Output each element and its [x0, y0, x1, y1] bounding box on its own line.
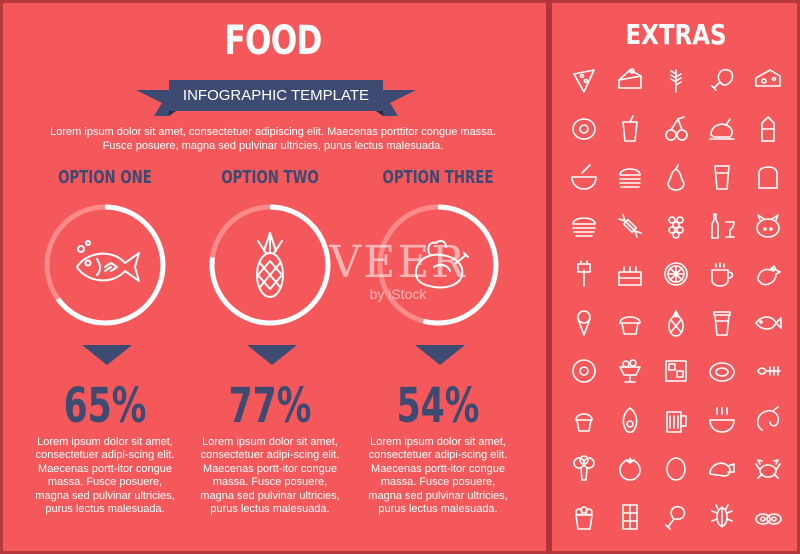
option-one-pointer — [82, 345, 132, 365]
option-one-percent: 65% — [63, 378, 147, 434]
egg-icon — [568, 113, 600, 145]
option-three-description: Lorem ipsum dolor sit amet, consectetuer… — [368, 436, 508, 516]
pear-icon — [660, 161, 692, 193]
candy-icon — [614, 210, 646, 242]
option-two-ring — [209, 204, 331, 326]
fish-icon — [76, 240, 140, 282]
cheese-icon — [752, 64, 784, 96]
burger-icon — [614, 161, 646, 193]
cherry-icon — [660, 113, 692, 145]
coffee-cup-icon — [706, 258, 738, 290]
option-two-pointer — [247, 345, 297, 365]
drumstick-icon — [660, 501, 692, 533]
beer-mug-icon — [660, 404, 692, 436]
pizza-icon — [568, 64, 600, 96]
intro-text: Lorem ipsum dolor sit amet, consectetuer… — [50, 126, 496, 152]
chocolate-icon — [614, 501, 646, 533]
option-three-percent: 54% — [396, 378, 480, 434]
takeaway-cup-icon — [706, 307, 738, 339]
option-three-title: OPTION THREE — [382, 167, 494, 188]
juice-glass-icon — [706, 161, 738, 193]
option-one-ring — [44, 204, 166, 326]
avocado-icon — [614, 404, 646, 436]
roast-turkey-icon — [706, 113, 738, 145]
subtitle-ribbon: INFOGRAPHIC TEMPLATE — [136, 80, 416, 116]
shell-icon — [706, 452, 738, 484]
egg-whole-icon — [660, 452, 692, 484]
option-two-description: Lorem ipsum dolor sit amet, consectetuer… — [200, 436, 340, 516]
bread-icon — [752, 161, 784, 193]
soup-bowl-icon — [568, 161, 600, 193]
fish-bone-icon — [752, 355, 784, 387]
ice-cubes-icon — [660, 355, 692, 387]
cake-slice-icon — [614, 64, 646, 96]
extras-title: EXTRAS — [625, 18, 727, 51]
crab-icon — [752, 452, 784, 484]
soda-cup-icon — [614, 113, 646, 145]
ham-icon — [706, 64, 738, 96]
donut-icon — [568, 355, 600, 387]
stew-bowl-icon — [706, 404, 738, 436]
shrimp-icon — [752, 404, 784, 436]
sandwich-icon — [568, 210, 600, 242]
cupcake-icon — [614, 307, 646, 339]
fish-small-icon — [752, 307, 784, 339]
milk-carton-icon — [752, 113, 784, 145]
ice-cream-icon — [568, 307, 600, 339]
roast-chicken-icon — [415, 239, 469, 289]
sundae-icon — [614, 355, 646, 387]
extras-panel: EXTRAS — [552, 0, 800, 554]
page-title: FOOD — [224, 18, 322, 64]
hen-icon — [752, 258, 784, 290]
popcorn-icon — [568, 501, 600, 533]
broccoli-icon — [568, 452, 600, 484]
lobster-icon — [706, 501, 738, 533]
sushi-icon — [752, 501, 784, 533]
option-two-title: OPTION TWO — [221, 167, 319, 188]
pineapple-small-icon — [660, 307, 692, 339]
wine-icon — [706, 210, 738, 242]
sausage-fork-icon — [568, 258, 600, 290]
citrus-slice-icon — [660, 258, 692, 290]
muffin-icon — [568, 404, 600, 436]
steak-icon — [706, 355, 738, 387]
tomato-icon — [614, 452, 646, 484]
subtitle-text: INFOGRAPHIC TEMPLATE — [182, 87, 370, 104]
grapes-icon — [660, 210, 692, 242]
wheat-icon — [660, 64, 692, 96]
pig-icon — [752, 210, 784, 242]
option-three-pointer — [415, 345, 465, 365]
option-two-percent: 77% — [228, 378, 312, 434]
option-one-title: OPTION ONE — [58, 167, 152, 188]
birthday-cake-icon — [614, 258, 646, 290]
option-one-description: Lorem ipsum dolor sit amet, consectetuer… — [35, 436, 175, 516]
pineapple-icon — [256, 232, 284, 298]
option-three-ring — [377, 204, 499, 326]
panel-divider — [546, 0, 552, 554]
ribbon-shape — [136, 80, 416, 116]
main-panel: FOOD INFOGRAPHIC TEMPLATE Lorem ipsum do… — [35, 18, 508, 516]
